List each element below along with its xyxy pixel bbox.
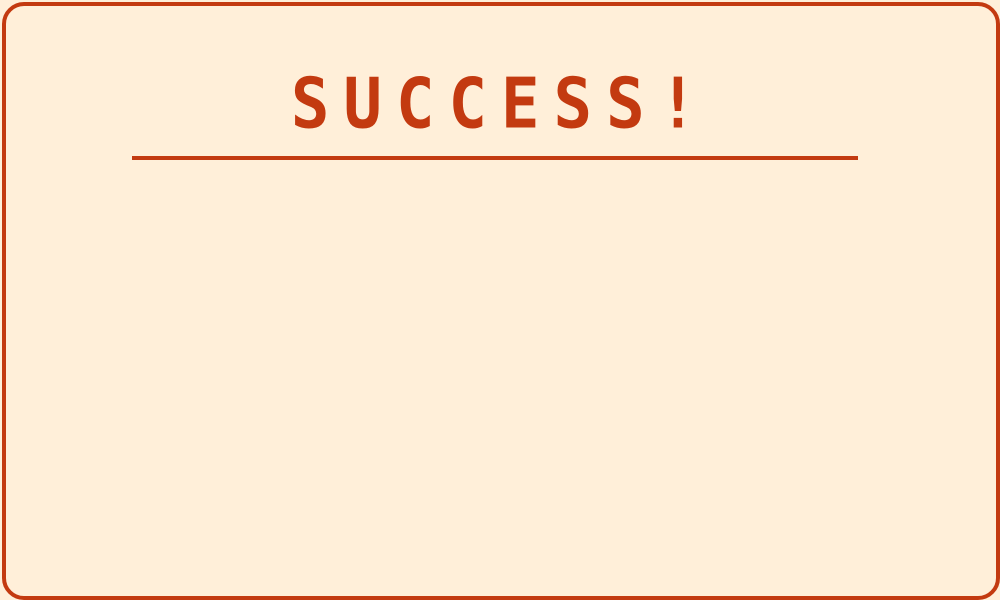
dialog-content-area xyxy=(46,186,956,566)
title-divider xyxy=(132,156,858,160)
dialog-title: SUCCESS! xyxy=(290,65,712,145)
